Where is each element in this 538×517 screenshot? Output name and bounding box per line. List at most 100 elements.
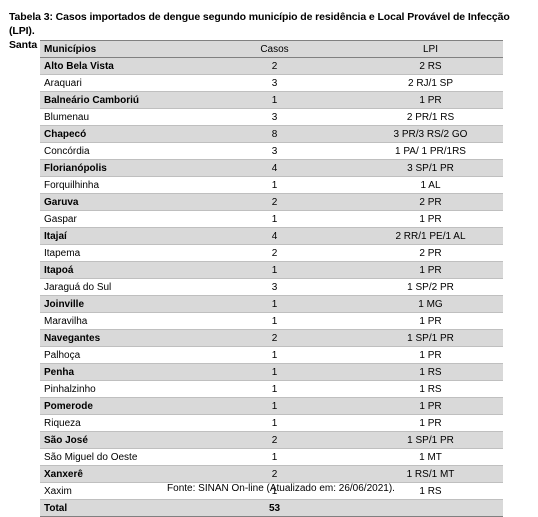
table-row: Concórdia 3 1 PA/ 1 PR/1RS [40, 142, 503, 160]
cell-municipio: Florianópolis [40, 159, 191, 177]
cell-municipio: Palhoça [40, 346, 191, 364]
table-row: São José 2 1 SP/1 PR [40, 431, 503, 449]
cell-lpi: 1 RS [358, 482, 503, 500]
table-row: Pinhalzinho 1 1 RS [40, 380, 503, 398]
cell-lpi: 1 RS [358, 363, 503, 381]
cell-municipio: São Miguel do Oeste [40, 448, 191, 466]
table-total-row: Total 53 [40, 499, 503, 517]
table-body: Alto Bela Vista 2 2 RS Araquari 3 2 RJ/1 SP Ba… [40, 57, 503, 500]
header-lpi: LPI [358, 40, 503, 58]
cell-municipio: Joinville [40, 295, 191, 313]
cell-lpi: 1 PR [358, 261, 503, 279]
cell-municipio: Pomerode [40, 397, 191, 415]
cell-casos: 1 [191, 210, 358, 228]
cell-lpi: 3 SP/1 PR [358, 159, 503, 177]
cell-casos: 1 [191, 414, 358, 432]
cell-casos: 2 [191, 329, 358, 347]
table-row: Blumenau 3 2 PR/1 RS [40, 108, 503, 126]
cell-lpi: 1 MG [358, 295, 503, 313]
cell-lpi: 3 PR/3 RS/2 GO [358, 125, 503, 143]
cell-lpi: 1 AL [358, 176, 503, 194]
table-row: Araquari 3 2 RJ/1 SP [40, 74, 503, 92]
cell-lpi: 1 MT [358, 448, 503, 466]
cell-casos: 3 [191, 278, 358, 296]
cell-municipio: Riqueza [40, 414, 191, 432]
cell-lpi: 1 RS/1 MT [358, 465, 503, 483]
table-row: Itapema 2 2 PR [40, 244, 503, 262]
table-row: Palhoça 1 1 PR [40, 346, 503, 364]
cell-casos: 1 [191, 482, 358, 500]
cell-lpi: 1 RS [358, 380, 503, 398]
table-row: Navegantes 2 1 SP/1 PR [40, 329, 503, 347]
table-row: Alto Bela Vista 2 2 RS [40, 57, 503, 75]
cell-casos: 2 [191, 431, 358, 449]
dengue-cases-table: Municípios Casos LPI Alto Bela Vista 2 2 R… [40, 40, 503, 517]
cell-casos: 1 [191, 176, 358, 194]
cell-municipio: Itapoá [40, 261, 191, 279]
cell-casos: 1 [191, 312, 358, 330]
cell-casos: 1 [191, 295, 358, 313]
cell-casos: 1 [191, 261, 358, 279]
cell-casos: 3 [191, 108, 358, 126]
cell-casos: 1 [191, 346, 358, 364]
header-casos: Casos [191, 40, 358, 58]
table-header-row: Municípios Casos LPI [40, 40, 503, 58]
table-row: Joinville 1 1 MG [40, 295, 503, 313]
cell-municipio: Itajaí [40, 227, 191, 245]
cell-municipio: Xaxim [40, 482, 191, 500]
table-row: Jaraguá do Sul 3 1 SP/2 PR [40, 278, 503, 296]
cell-municipio: Pinhalzinho [40, 380, 191, 398]
cell-casos: 3 [191, 142, 358, 160]
table-row: Xaxim 1 1 RS [40, 482, 503, 500]
cell-lpi: 1 SP/1 PR [358, 431, 503, 449]
table-row: Garuva 2 2 PR [40, 193, 503, 211]
cell-casos: 3 [191, 74, 358, 92]
cell-casos: 4 [191, 159, 358, 177]
cell-lpi: 2 RR/1 PE/1 AL [358, 227, 503, 245]
cell-lpi: 1 PR [358, 91, 503, 109]
cell-lpi: 1 PR [358, 414, 503, 432]
cell-municipio: Forquilhinha [40, 176, 191, 194]
table-row: Itajaí 4 2 RR/1 PE/1 AL [40, 227, 503, 245]
table-row: Pomerode 1 1 PR [40, 397, 503, 415]
cell-lpi: 2 PR [358, 193, 503, 211]
cell-municipio: Chapecó [40, 125, 191, 143]
cell-lpi: 1 SP/2 PR [358, 278, 503, 296]
cell-casos: 1 [191, 380, 358, 398]
cell-municipio: Concórdia [40, 142, 191, 160]
cell-municipio: São José [40, 431, 191, 449]
cell-lpi: 2 PR/1 RS [358, 108, 503, 126]
cell-lpi: 2 PR [358, 244, 503, 262]
table-row: Xanxerê 2 1 RS/1 MT [40, 465, 503, 483]
cell-lpi: 2 RJ/1 SP [358, 74, 503, 92]
cell-municipio: Balneário Camboriú [40, 91, 191, 109]
table-row: Forquilhinha 1 1 AL [40, 176, 503, 194]
cell-casos: 2 [191, 465, 358, 483]
cell-lpi: 1 PA/ 1 PR/1RS [358, 142, 503, 160]
cell-municipio: Navegantes [40, 329, 191, 347]
cell-casos: 1 [191, 91, 358, 109]
cell-casos: 2 [191, 57, 358, 75]
cell-municipio: Blumenau [40, 108, 191, 126]
cell-casos: 4 [191, 227, 358, 245]
table-row: Maravilha 1 1 PR [40, 312, 503, 330]
table-row: Riqueza 1 1 PR [40, 414, 503, 432]
table-row: Gaspar 1 1 PR [40, 210, 503, 228]
table-row: Florianópolis 4 3 SP/1 PR [40, 159, 503, 177]
total-casos: 53 [191, 499, 358, 517]
cell-municipio: Araquari [40, 74, 191, 92]
total-lpi [358, 499, 503, 517]
table-row: São Miguel do Oeste 1 1 MT [40, 448, 503, 466]
cell-casos: 2 [191, 244, 358, 262]
cell-municipio: Jaraguá do Sul [40, 278, 191, 296]
cell-casos: 1 [191, 448, 358, 466]
cell-municipio: Itapema [40, 244, 191, 262]
cell-municipio: Maravilha [40, 312, 191, 330]
cell-municipio: Gaspar [40, 210, 191, 228]
table-row: Balneário Camboriú 1 1 PR [40, 91, 503, 109]
table-source: Fonte: SINAN On-line (Atualizado em: 26/… [167, 483, 395, 494]
cell-municipio: Alto Bela Vista [40, 57, 191, 75]
cell-lpi: 1 PR [358, 210, 503, 228]
table-row: Penha 1 1 RS [40, 363, 503, 381]
cell-casos: 1 [191, 363, 358, 381]
